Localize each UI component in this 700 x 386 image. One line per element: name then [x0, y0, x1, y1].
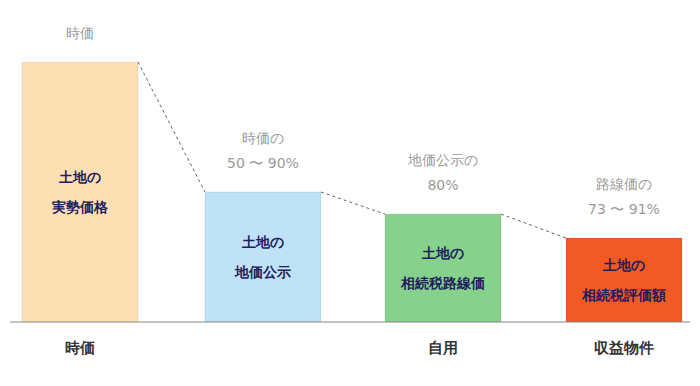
x-tick-label: 自用 [428, 339, 458, 357]
chart-svg: 土地の実勢価格時価時価土地の地価公示時価の50 〜 90%土地の相続税路線価地価… [0, 0, 700, 386]
bar-text: 相続税評価額 [581, 287, 666, 303]
x-tick-label: 時価 [65, 339, 95, 357]
annotation: 時価 [66, 25, 94, 41]
chart-container: 土地の実勢価格時価時価土地の地価公示時価の50 〜 90%土地の相続税路線価地価… [0, 0, 700, 386]
baseline [10, 322, 690, 323]
bar-text: 土地の [58, 169, 101, 185]
bar [22, 62, 138, 322]
x-tick-label: 収益物件 [594, 339, 654, 357]
annotation: 時価の [242, 130, 284, 146]
bar-text: 土地の [241, 234, 284, 250]
annotation: 路線価の [596, 176, 652, 192]
annotation: 50 〜 90% [227, 155, 299, 171]
bar-text: 地価公示 [234, 264, 291, 280]
bars [22, 62, 682, 322]
annotation: 地価公示の [407, 152, 478, 168]
bar [205, 192, 321, 322]
bar-text: 土地の [421, 245, 464, 261]
annotation: 73 〜 91% [588, 201, 660, 217]
bar-text: 実勢価格 [52, 199, 109, 215]
bar-text: 相続税路線価 [400, 275, 485, 291]
connector [321, 192, 385, 214]
connector [138, 62, 205, 192]
bar-text: 土地の [602, 257, 645, 273]
annotation: 80% [427, 177, 458, 193]
connector [501, 214, 566, 238]
bar [385, 214, 501, 322]
bar [566, 238, 682, 322]
texts: 土地の実勢価格時価時価土地の地価公示時価の50 〜 90%土地の相続税路線価地価… [52, 25, 666, 357]
